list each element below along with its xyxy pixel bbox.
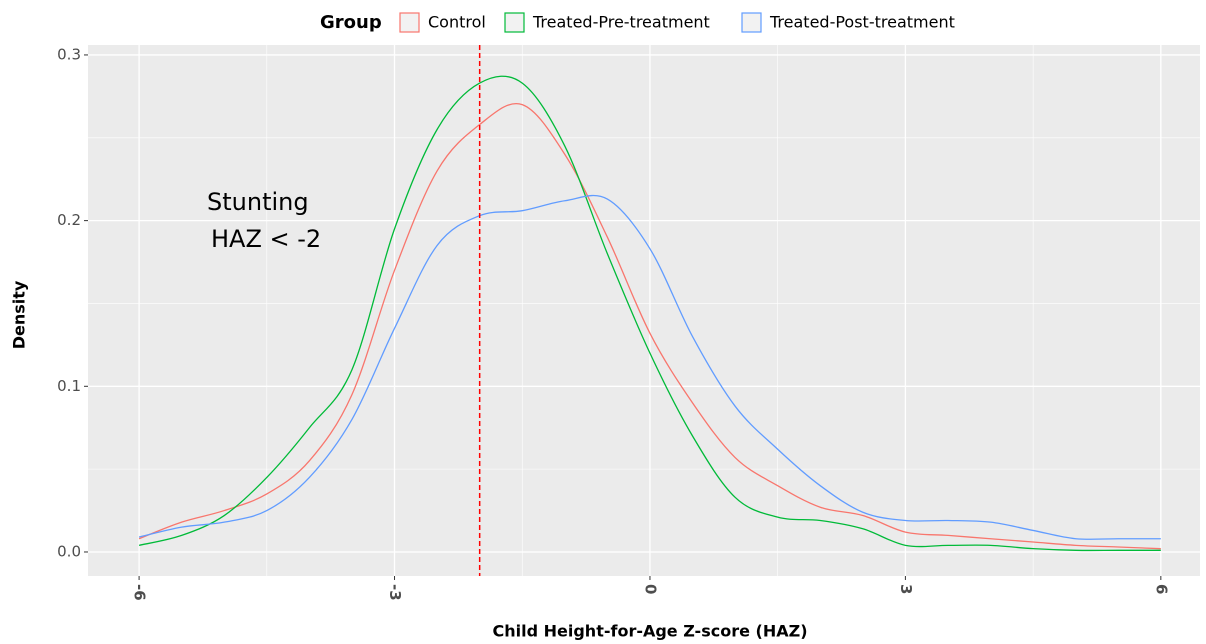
legend-title: Group [320, 12, 382, 33]
density-line [138, 102, 1161, 550]
y-axis-label: Density [10, 280, 29, 349]
density-line [138, 194, 1161, 540]
density-line [138, 75, 1161, 552]
x-tick-label: 3 [897, 584, 915, 594]
x-tick-label: 0 [641, 584, 659, 594]
panel [88, 45, 1200, 576]
y-tick-label: 0.1 [57, 377, 81, 395]
y-tick-label: 0.0 [57, 542, 81, 560]
legend-label: Treated-Post-treatment [769, 13, 955, 32]
legend-key [399, 12, 420, 33]
x-tick-label: -6 [131, 584, 149, 601]
y-tick-label: 0.3 [57, 45, 81, 63]
x-tick-label: 6 [1152, 584, 1170, 594]
x-axis-label: Child Height-for-Age Z-score (HAZ) [493, 622, 808, 641]
y-tick-label: 0.2 [57, 211, 81, 229]
legend-label: Treated-Pre-treatment [532, 13, 710, 32]
legend-key [504, 12, 525, 33]
x-tick-label: -3 [386, 584, 404, 601]
annotation: HAZ < -2 [211, 225, 321, 253]
legend-label: Control [428, 13, 486, 32]
annotation: Stunting [207, 188, 309, 216]
legend-key [741, 12, 762, 33]
